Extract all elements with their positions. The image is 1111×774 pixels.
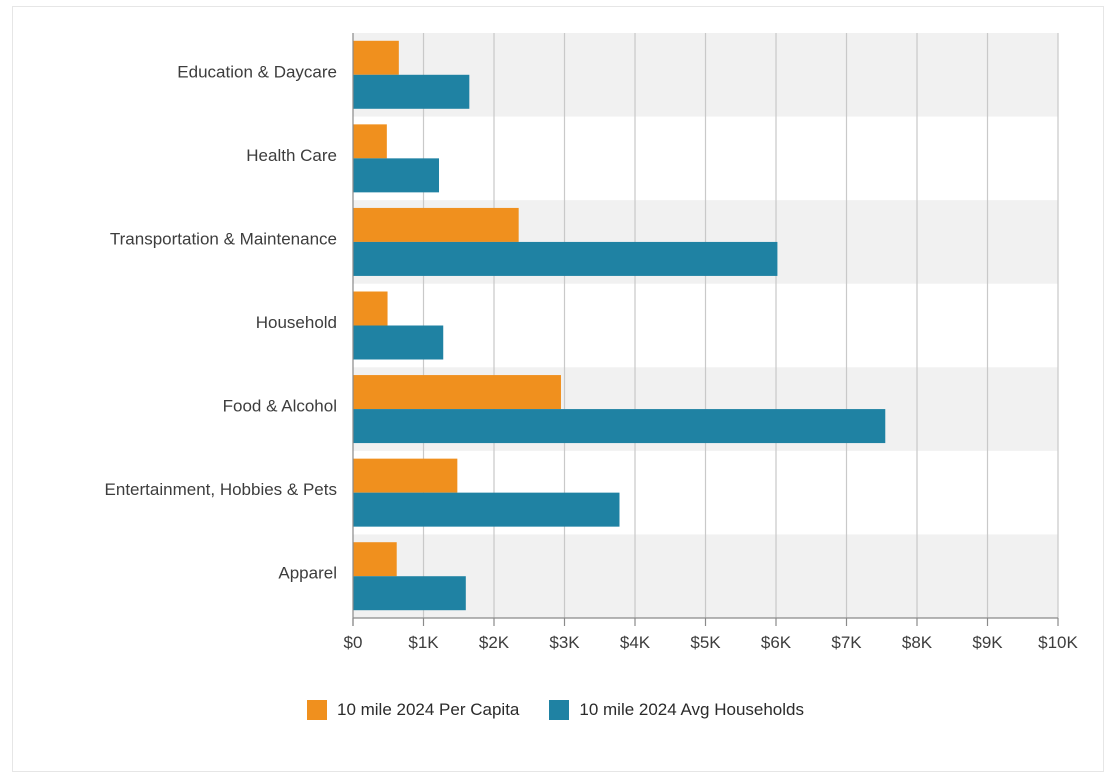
bar-avg-households [353, 158, 440, 193]
bar-per-capita [353, 207, 519, 242]
bar-per-capita [353, 375, 561, 410]
x-tick-label: $5K [690, 633, 721, 652]
bar-avg-households [353, 409, 886, 444]
x-tick-label: $1K [408, 633, 439, 652]
bar-per-capita [353, 291, 388, 326]
x-tick-label: $3K [549, 633, 580, 652]
category-label: Household [256, 313, 337, 332]
legend-label-avg-households: 10 mile 2024 Avg Households [579, 700, 804, 719]
bar-avg-households [353, 576, 466, 611]
bar-per-capita [353, 124, 387, 159]
category-label: Health Care [246, 146, 337, 165]
bar-per-capita [353, 458, 458, 493]
category-label: Apparel [278, 564, 337, 583]
category-label: Food & Alcohol [223, 397, 337, 416]
bar-avg-households [353, 492, 620, 527]
bar-avg-households [353, 74, 470, 109]
legend-swatch-avg-households [549, 700, 570, 720]
legend-item-per-capita[interactable]: 10 mile 2024 Per Capita [306, 700, 520, 720]
bar-per-capita [353, 40, 399, 75]
legend: 10 mile 2024 Per Capita 10 mile 2024 Avg… [0, 700, 1111, 720]
x-tick-label: $9K [972, 633, 1003, 652]
category-label: Transportation & Maintenance [110, 229, 337, 248]
legend-swatch-per-capita [306, 700, 327, 720]
x-tick-label: $10K [1038, 633, 1078, 652]
x-tick-label: $2K [479, 633, 510, 652]
x-tick-label: $7K [831, 633, 862, 652]
x-tick-label: $8K [902, 633, 933, 652]
category-label: Entertainment, Hobbies & Pets [105, 480, 337, 499]
bar-avg-households [353, 325, 444, 360]
bar-avg-households [353, 241, 778, 276]
legend-item-avg-households[interactable]: 10 mile 2024 Avg Households [549, 700, 804, 720]
x-tick-label: $4K [620, 633, 651, 652]
legend-label-per-capita: 10 mile 2024 Per Capita [336, 700, 520, 719]
bar-per-capita [353, 542, 397, 577]
category-label: Education & Daycare [177, 62, 337, 81]
bar-chart: Education & Daycare Health Care Transporta… [105, 33, 1079, 652]
x-tick-label: $0 [344, 633, 363, 652]
x-tick-label: $6K [761, 633, 792, 652]
